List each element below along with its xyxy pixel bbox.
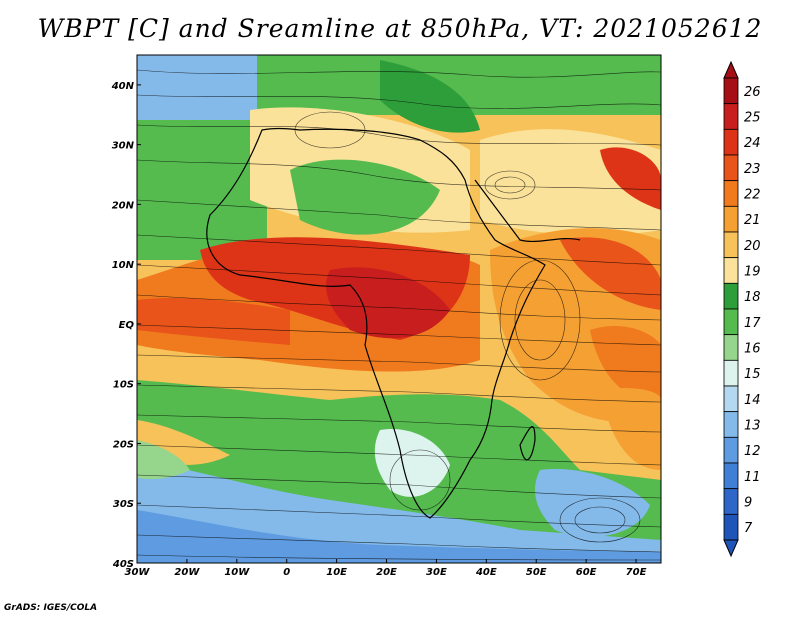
lon-tick-label: 20E	[376, 567, 397, 578]
lon-tick-label: 10E	[326, 567, 347, 578]
lon-tick-label: 0	[283, 567, 290, 578]
colorbar-label: 17	[744, 316, 761, 331]
colorbar-swatch	[723, 436, 739, 464]
colorbar-top-arrow	[723, 60, 739, 79]
colorbar-swatch	[723, 308, 739, 336]
lon-tick-label: 10W	[224, 567, 250, 578]
colorbar-swatch	[723, 462, 739, 490]
colorbar-label: 12	[744, 444, 761, 459]
lat-tick-label: 20N	[112, 200, 135, 211]
credit-text: GrADS: IGES/COLA	[4, 603, 98, 613]
colorbar-label: 11	[744, 470, 761, 485]
colorbar-label: 16	[744, 342, 761, 357]
colorbar-swatch	[723, 205, 739, 233]
lat-tick-label: 40S	[112, 559, 134, 570]
lon-tick-label: 50E	[526, 567, 547, 578]
lat-tick-label: 10S	[113, 380, 134, 391]
wbpt-field	[137, 55, 661, 563]
colorbar-swatch	[723, 334, 739, 361]
colorbar: 26 25 24 23 22 21 20 19 18 17 16 15 14 13 12 11 9 7	[723, 60, 761, 558]
colorbar-label: 13	[744, 419, 761, 434]
map-title: WBPT [C] and Sreamline at 850hPa, VT: 20…	[37, 14, 763, 43]
colorbar-label: 15	[744, 367, 761, 382]
colorbar-bottom-arrow	[723, 539, 739, 558]
map-frame	[136, 54, 662, 564]
colorbar-label: 22	[744, 188, 761, 203]
colorbar-label: 26	[744, 85, 761, 100]
lon-tick-label: 20W	[174, 567, 200, 578]
colorbar-label: 21	[744, 213, 761, 228]
colorbar-label: 7	[744, 521, 753, 536]
lon-tick-label: 70E	[626, 567, 647, 578]
colorbar-swatch	[723, 128, 739, 156]
colorbar-swatch	[723, 488, 739, 515]
lat-tick-label: 10N	[112, 260, 135, 271]
lon-tick-label: 30W	[125, 567, 151, 578]
lat-tick-label: 40N	[111, 81, 135, 92]
colorbar-label: 9	[744, 496, 752, 511]
colorbar-label: 14	[744, 393, 761, 408]
lat-tick-label: 30N	[112, 141, 135, 152]
latitude-axis: 40N 30N 20N 10N EQ 10S 20S 30S 40S	[111, 81, 141, 570]
lat-tick-label: 20S	[113, 439, 134, 450]
colorbar-swatch	[723, 180, 739, 207]
colorbar-label: 18	[744, 290, 761, 305]
lon-tick-label: 30E	[426, 567, 447, 578]
colorbar-swatch	[723, 513, 739, 541]
longitude-axis: 30W 20W 10W 0 10E 20E 30E 40E 50E 60E 70E	[125, 559, 647, 578]
lat-tick-label: 30S	[113, 499, 134, 510]
colorbar-label: 25	[744, 111, 761, 126]
colorbar-swatch	[723, 385, 739, 413]
colorbar-label: 23	[744, 162, 761, 177]
colorbar-swatch	[723, 359, 739, 387]
lat-tick-label: EQ	[119, 320, 135, 331]
lon-tick-label: 60E	[576, 567, 597, 578]
colorbar-label: 20	[744, 239, 761, 254]
colorbar-swatch	[723, 154, 739, 182]
colorbar-swatch	[723, 103, 739, 130]
colorbar-swatch	[723, 282, 739, 310]
colorbar-swatch	[723, 231, 739, 259]
colorbar-swatch	[723, 77, 739, 105]
colorbar-swatch	[723, 257, 739, 284]
colorbar-label: 24	[744, 136, 761, 151]
lon-tick-label: 40E	[475, 567, 497, 578]
colorbar-label: 19	[744, 265, 761, 280]
coastlines	[206, 127, 581, 519]
colorbar-swatch	[723, 411, 739, 438]
